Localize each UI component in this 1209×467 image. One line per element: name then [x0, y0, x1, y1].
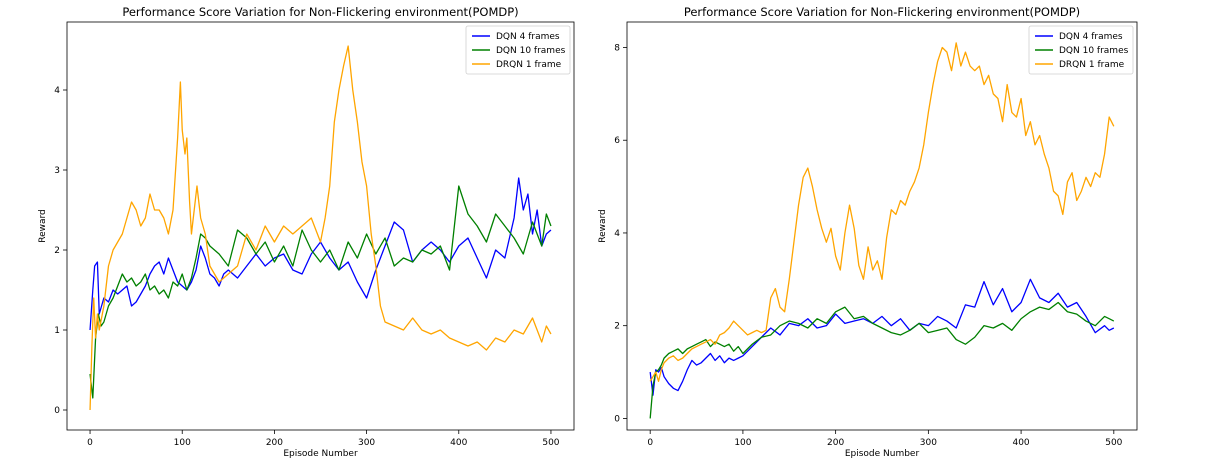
y-tick-label: 2	[614, 322, 620, 332]
legend-label: DQN 4 frames	[1059, 32, 1123, 42]
x-axis-label: Episode Number	[283, 449, 358, 459]
legend-label: DQN 10 frames	[1059, 46, 1129, 56]
x-axis-label: Episode Number	[845, 449, 920, 459]
x-tick-label: 400	[450, 438, 467, 448]
legend-label: DRQN 1 frame	[1059, 60, 1125, 70]
legend-box	[1028, 25, 1134, 75]
y-tick-label: 6	[614, 136, 620, 146]
x-tick-label: 100	[734, 438, 751, 448]
chart-title: Performance Score Variation for Non-Flic…	[122, 5, 518, 19]
y-tick-label: 3	[54, 166, 60, 176]
y-tick-label: 1	[54, 326, 60, 336]
chart-left: Performance Score Variation for Non-Flic…	[38, 5, 575, 459]
ticks-layer: 0 100 200 300 400 500 0 1 2 3 4	[54, 86, 560, 448]
y-tick-label: 4	[614, 229, 620, 239]
y-axis-label: Reward	[598, 209, 608, 243]
x-tick-label: 300	[358, 438, 375, 448]
x-tick-label: 400	[1012, 438, 1029, 448]
legend-label: DQN 10 frames	[496, 46, 566, 56]
legend-box	[465, 25, 571, 75]
legend-label: DQN 4 frames	[496, 32, 560, 42]
series-line-2	[649, 301, 1115, 419]
x-tick-label: 0	[647, 438, 653, 448]
plot-frame	[626, 21, 1138, 431]
y-tick-label: 0	[54, 406, 60, 416]
x-tick-label: 500	[542, 438, 559, 448]
y-axis-label: Reward	[38, 209, 48, 243]
plot-frame	[66, 21, 575, 431]
series-line-1	[649, 278, 1115, 396]
x-tick-label: 200	[266, 438, 283, 448]
x-tick-label: 300	[920, 438, 937, 448]
chart-right: Performance Score Variation for Non-Flic…	[598, 5, 1138, 459]
series-line-1	[89, 177, 552, 331]
y-tick-label: 2	[54, 246, 60, 256]
y-tick-label: 8	[614, 44, 620, 54]
x-tick-label: 100	[174, 438, 191, 448]
x-tick-label: 200	[827, 438, 844, 448]
legend-label: DRQN 1 frame	[496, 60, 562, 70]
series-layer	[89, 45, 552, 411]
series-line-3	[89, 45, 552, 411]
series-line-3	[649, 42, 1115, 382]
legend: DQN 4 frames DQN 10 frames DRQN 1 frame	[465, 25, 571, 75]
ticks-layer: 0 100 200 300 400 500 0 2 4 6 8	[614, 44, 1122, 449]
series-line-2	[89, 185, 552, 399]
chart-title: Performance Score Variation for Non-Flic…	[684, 5, 1080, 19]
y-tick-label: 0	[614, 414, 620, 424]
y-tick-label: 4	[54, 86, 60, 96]
legend: DQN 4 frames DQN 10 frames DRQN 1 frame	[1028, 25, 1134, 75]
x-tick-label: 500	[1105, 438, 1122, 448]
x-tick-label: 0	[87, 438, 93, 448]
series-layer	[649, 42, 1115, 419]
